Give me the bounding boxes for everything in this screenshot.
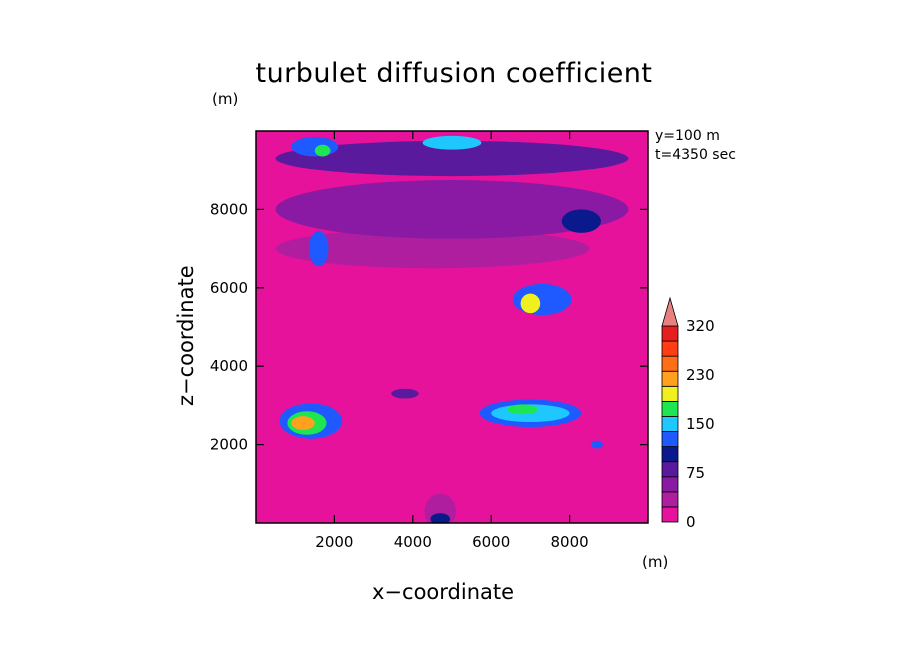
colorbar-segment bbox=[661, 461, 679, 478]
colorbar-segment bbox=[661, 355, 679, 372]
y-ticks: 2000 4000 6000 8000 bbox=[210, 200, 648, 454]
colorbar-segment bbox=[661, 385, 679, 402]
colorbar-tick-label: 320 bbox=[686, 317, 715, 335]
x-axis-unit: (m) bbox=[642, 553, 669, 571]
colorbar-extend-arrow bbox=[661, 296, 679, 327]
colorbar-tick-label: 230 bbox=[686, 366, 715, 384]
contour-region-8 bbox=[308, 230, 329, 267]
annotation-time: t=4350 sec bbox=[655, 147, 736, 163]
x-tick-label: 8000 bbox=[551, 533, 589, 551]
colorbar-segment bbox=[661, 340, 679, 357]
x-axis-label: x−coordinate bbox=[372, 580, 515, 604]
colorbar-segment bbox=[661, 370, 679, 387]
contour-region-7 bbox=[291, 136, 339, 157]
contour-region-17 bbox=[506, 404, 539, 415]
colorbar-segment bbox=[661, 416, 679, 432]
colorbar-tick-label: 75 bbox=[686, 464, 705, 482]
chart-title: turbulet diffusion coefficient bbox=[255, 58, 653, 89]
colorbar-segment bbox=[661, 325, 679, 342]
contour-region-12 bbox=[591, 440, 603, 449]
contour-region-13 bbox=[422, 135, 482, 150]
y-tick-label: 4000 bbox=[210, 357, 248, 375]
x-tick-label: 6000 bbox=[472, 533, 510, 551]
contour-region-18 bbox=[520, 293, 541, 314]
colorbar-segment bbox=[661, 400, 679, 417]
x-ticks: 2000 4000 6000 8000 bbox=[315, 131, 589, 551]
colorbar-segment bbox=[661, 506, 679, 523]
colorbar-tick-label: 150 bbox=[686, 415, 715, 433]
contour-region-4 bbox=[391, 388, 419, 399]
contour-region-5 bbox=[561, 209, 601, 233]
contour-region-0 bbox=[275, 229, 590, 269]
colorbar-tick-label: 0 bbox=[686, 513, 696, 531]
colorbar-segment bbox=[661, 446, 679, 463]
y-axis-unit: (m) bbox=[212, 90, 239, 108]
x-tick-label: 2000 bbox=[315, 533, 353, 551]
colorbar-segment bbox=[661, 491, 679, 508]
contour-region-3 bbox=[275, 140, 629, 177]
x-tick-label: 4000 bbox=[394, 533, 432, 551]
annotation-y-position: y=100 m bbox=[655, 128, 720, 144]
colorbar-segment bbox=[661, 476, 679, 493]
plot-frame bbox=[255, 130, 649, 524]
contour-region-2 bbox=[275, 180, 629, 239]
y-tick-label: 6000 bbox=[210, 279, 248, 297]
contour-region-6 bbox=[430, 513, 451, 523]
contour-region-19 bbox=[291, 416, 315, 430]
y-tick-label: 2000 bbox=[210, 436, 248, 454]
contour-region-15 bbox=[314, 144, 331, 157]
colorbar-segment bbox=[661, 431, 679, 448]
contour-field bbox=[256, 131, 648, 523]
colorbar: 0 75 150 230 320 bbox=[661, 296, 715, 531]
y-tick-label: 8000 bbox=[210, 200, 248, 218]
